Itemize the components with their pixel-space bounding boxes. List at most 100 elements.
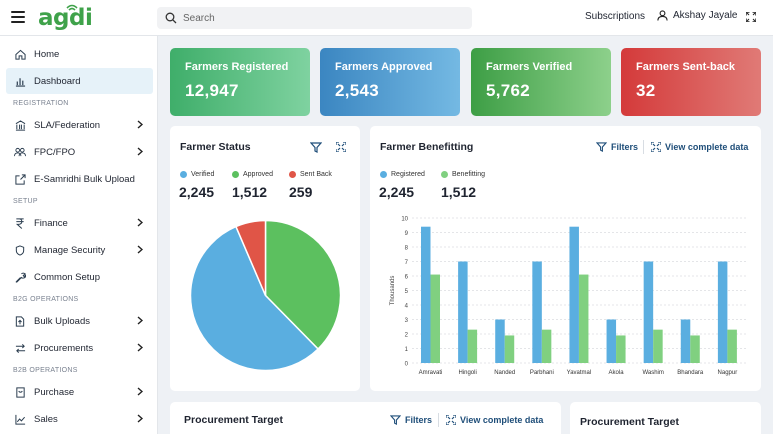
bar-registered-bhandara[interactable] — [680, 319, 691, 364]
legend-label: Benefitting — [452, 171, 486, 178]
bar-chart-icon — [14, 75, 26, 87]
logo[interactable]: agdi — [38, 3, 93, 31]
sidebar-item-home[interactable]: Home — [6, 41, 153, 67]
bar-registered-amravati[interactable] — [421, 226, 431, 363]
sidebar-item-label: E-Samridhi Bulk Upload — [34, 173, 135, 185]
stat-card-verified[interactable]: Farmers Verified 5,762 — [471, 48, 611, 116]
filter-icon[interactable] — [310, 142, 322, 153]
search-icon — [165, 12, 177, 24]
sidebar-item-manage-security[interactable]: Manage Security — [6, 237, 153, 263]
cart-icon — [14, 386, 26, 398]
legend-sent-back: Sent Back — [289, 171, 332, 178]
bar-registered-hingoli[interactable] — [458, 261, 468, 364]
bar-registered-parbhani[interactable] — [532, 261, 542, 364]
x-tick-label: Amravati — [419, 370, 443, 376]
stat-card-approved[interactable]: Farmers Approved 2,543 — [320, 48, 460, 116]
bar-benefitting-parbhani[interactable] — [541, 329, 552, 363]
expand-icon — [446, 415, 456, 425]
wrench-icon — [14, 271, 26, 283]
chevron-right-icon — [137, 245, 143, 254]
bar-benefitting-yavatmal[interactable] — [578, 274, 589, 363]
view-complete-data-button[interactable]: View complete data — [651, 142, 748, 152]
section-label: B2G OPERATIONS — [13, 296, 79, 303]
home-icon — [14, 48, 26, 60]
y-tick-label: 4 — [405, 304, 409, 310]
stat-card-sent-back[interactable]: Farmers Sent-back 32 — [621, 48, 761, 116]
pie-slice-verified[interactable] — [189, 225, 320, 372]
stat-card-registered[interactable]: Farmers Registered 12,947 — [170, 48, 310, 116]
x-tick-label: Washim — [642, 370, 663, 376]
sidebar-item-dashboard[interactable]: Dashboard — [6, 68, 153, 94]
trend-icon — [14, 413, 26, 425]
bar-registered-washim[interactable] — [643, 261, 654, 364]
rupee-icon — [14, 217, 26, 229]
y-tick-label: 0 — [405, 362, 409, 368]
bar-benefitting-amravati[interactable] — [430, 274, 441, 363]
stat-value: 12,947 — [185, 81, 239, 100]
sidebar-item-finance[interactable]: Finance — [6, 210, 153, 236]
legend-dot — [380, 171, 387, 178]
section-label: B2B OPERATIONS — [13, 367, 78, 374]
bar-benefitting-washim[interactable] — [653, 329, 663, 363]
legend-registered: Registered — [380, 171, 425, 178]
sidebar-item-procurements[interactable]: Procurements — [6, 335, 153, 361]
divider — [643, 140, 644, 154]
panel-title: Procurement Target — [184, 414, 283, 426]
x-tick-label: Nagpur — [718, 370, 738, 376]
legend-label: Verified — [191, 171, 215, 178]
menu-icon[interactable] — [11, 11, 25, 23]
sidebar-item-fpc-fpo[interactable]: FPC/FPO — [6, 139, 153, 165]
sidebar-item-e-samridhi-bulk-upload[interactable]: E-Samridhi Bulk Upload — [6, 166, 153, 192]
bar-benefitting-nagpur[interactable] — [727, 329, 737, 363]
fullscreen-icon[interactable] — [746, 12, 756, 22]
bar-registered-nagpur[interactable] — [717, 261, 728, 364]
sent-back-value: 259 — [289, 184, 313, 200]
sidebar-item-label: Common Setup — [34, 271, 101, 283]
bar-benefitting-hingoli[interactable] — [467, 329, 478, 363]
legend-dot — [289, 171, 296, 178]
y-tick-label: 6 — [405, 275, 409, 281]
pie-slice-approved[interactable] — [264, 219, 342, 351]
logo-text: agdi — [38, 5, 93, 31]
farmer-status-pie-chart — [189, 219, 342, 372]
sidebar-item-label: Bulk Uploads — [34, 315, 90, 327]
sidebar-item-label: Manage Security — [34, 244, 106, 256]
bar-benefitting-akola[interactable] — [616, 335, 626, 363]
sidebar-item-common-setup[interactable]: Common Setup — [6, 264, 153, 290]
bar-benefitting-bhandara[interactable] — [690, 335, 700, 363]
stat-value: 2,543 — [335, 81, 380, 100]
bar-benefitting-nanded[interactable] — [504, 335, 515, 363]
view-complete-data-button[interactable]: View complete data — [446, 415, 543, 425]
farmer-benefitting-panel: Farmer Benefitting Filters View complete… — [370, 126, 761, 391]
y-tick-label: 1 — [405, 347, 409, 353]
filters-button[interactable]: Filters — [390, 415, 432, 425]
subscriptions-link[interactable]: Subscriptions — [585, 11, 646, 22]
y-tick-label: 9 — [405, 231, 409, 237]
expand-icon[interactable] — [336, 142, 346, 152]
sidebar-item-label: FPC/FPO — [34, 146, 76, 158]
bar-registered-akola[interactable] — [606, 319, 617, 364]
search-input[interactable] — [183, 12, 463, 24]
shield-icon — [14, 244, 26, 256]
x-tick-label: Nanded — [494, 370, 515, 376]
legend-label: Approved — [243, 171, 273, 178]
legend-dot — [180, 171, 187, 178]
bar-registered-nanded[interactable] — [495, 319, 505, 364]
sidebar-item-sla-federation[interactable]: SLA/Federation — [6, 112, 153, 138]
filters-button[interactable]: Filters — [596, 142, 638, 152]
sidebar: Home Dashboard REGISTRATION SLA/Federati… — [0, 36, 158, 434]
file-upload-icon — [14, 315, 26, 327]
chevron-right-icon — [137, 120, 143, 129]
bar-registered-yavatmal[interactable] — [569, 226, 579, 363]
pie-slice-sent-back[interactable] — [234, 219, 267, 296]
y-axis-label: Thousands — [390, 276, 396, 306]
x-tick-label: Akola — [609, 370, 625, 376]
sidebar-item-purchase[interactable]: Purchase — [6, 379, 153, 405]
user-menu[interactable]: Akshay Jayale — [657, 10, 737, 21]
sidebar-item-sales[interactable]: Sales — [6, 406, 153, 432]
section-label: REGISTRATION — [13, 100, 69, 107]
legend-dot — [441, 171, 448, 178]
bank-icon — [14, 119, 26, 131]
sidebar-item-bulk-uploads[interactable]: Bulk Uploads — [6, 308, 153, 334]
filters-label: Filters — [405, 415, 433, 425]
